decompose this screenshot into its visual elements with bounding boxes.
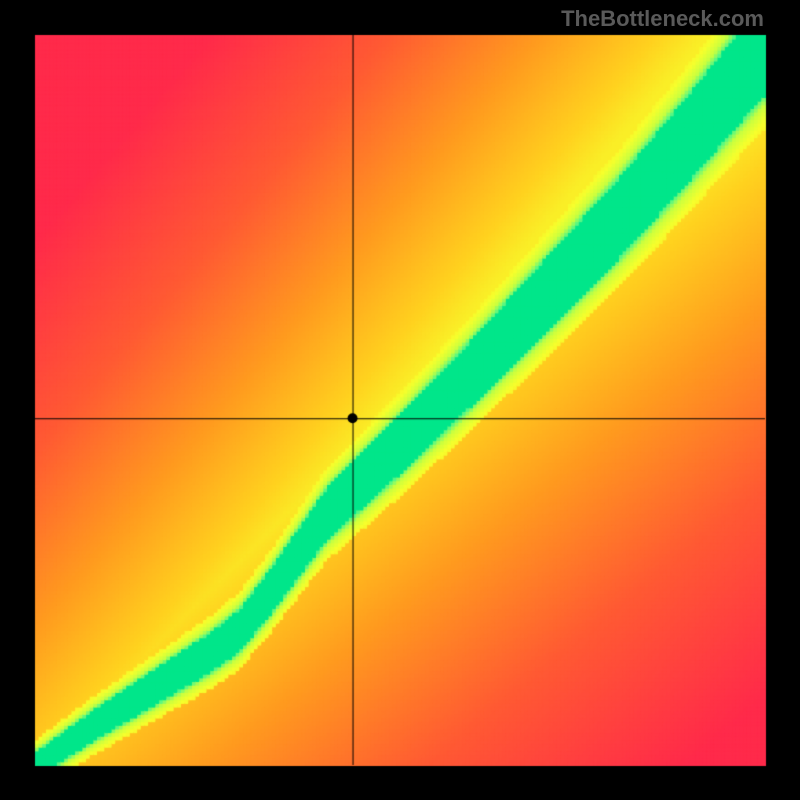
heatmap-canvas: [0, 0, 800, 800]
chart-container: TheBottleneck.com: [0, 0, 800, 800]
watermark-text: TheBottleneck.com: [561, 6, 764, 32]
